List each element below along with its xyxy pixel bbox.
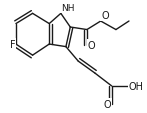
Text: O: O bbox=[103, 99, 111, 109]
Text: NH: NH bbox=[62, 4, 75, 13]
Text: F: F bbox=[10, 40, 15, 50]
Text: O: O bbox=[88, 41, 95, 51]
Text: OH: OH bbox=[129, 81, 144, 91]
Text: O: O bbox=[101, 11, 109, 21]
